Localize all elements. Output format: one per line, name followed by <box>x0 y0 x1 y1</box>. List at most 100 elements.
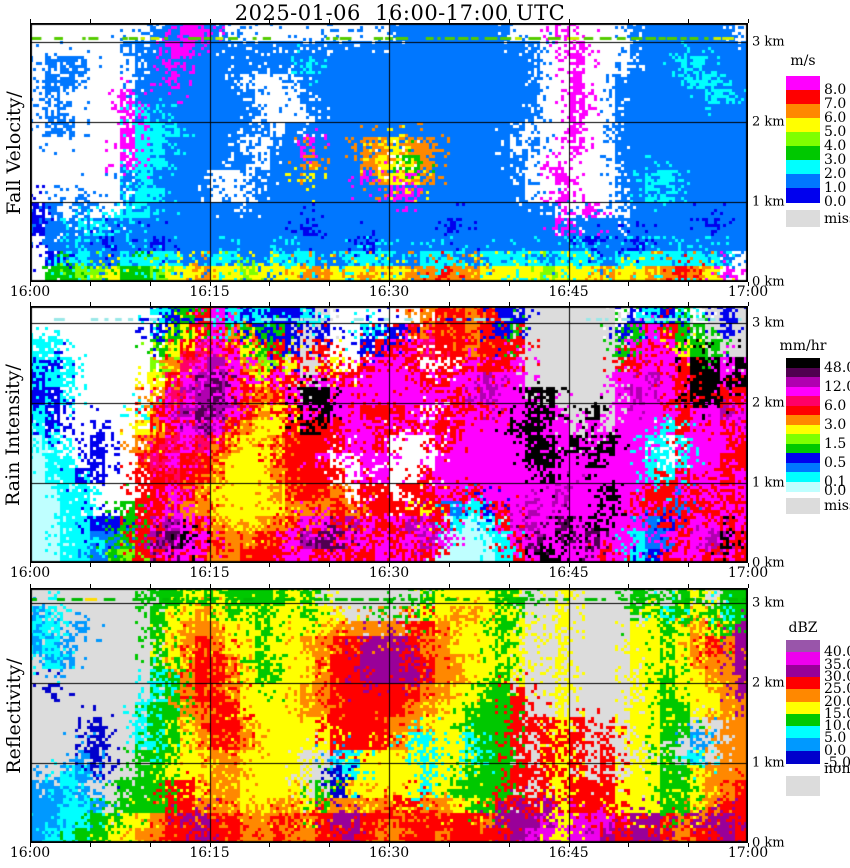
legend-swatch <box>786 652 820 666</box>
legend-label: 1.0 <box>824 180 847 196</box>
legend-swatch <box>786 640 820 653</box>
axis-tick <box>209 563 211 567</box>
legend-swatch <box>786 713 820 727</box>
axis-tick <box>329 563 331 567</box>
axis-tick <box>269 282 271 286</box>
km-label: 1 km <box>752 475 785 491</box>
x-tick-label: 16:30 <box>368 845 410 861</box>
axis-tick <box>688 584 690 588</box>
axis-tick <box>209 19 211 23</box>
x-tick-label: 17:00 <box>727 284 769 300</box>
x-tick-label: 16:00 <box>9 565 51 581</box>
axis-tick <box>89 843 91 847</box>
legend-swatch <box>786 146 820 161</box>
x-tick-label: 16:45 <box>548 845 589 861</box>
x-tick-label: 16:15 <box>189 565 230 581</box>
legend-missing-swatch <box>786 776 820 796</box>
legend-swatch <box>786 118 820 133</box>
axis-tick <box>30 563 31 567</box>
x-tick-label: 16:15 <box>189 845 230 861</box>
axis-tick <box>269 584 271 588</box>
legend-label: 35.0 <box>824 656 850 673</box>
axis-tick <box>389 843 390 847</box>
axis-tick <box>448 282 450 286</box>
legend-swatch <box>786 676 820 690</box>
legend-missing-swatch <box>786 498 820 514</box>
km-label: 0 km <box>752 274 785 290</box>
y-axis-title-rain-intensity: Rain Intensity/ <box>2 364 24 506</box>
legend-label: 0.1 <box>824 473 847 490</box>
legend-swatch <box>786 738 820 752</box>
axis-tick <box>508 584 510 588</box>
legend-swatch <box>786 90 820 105</box>
legend-missing-swatch <box>786 210 820 227</box>
axis-tick <box>89 282 91 286</box>
x-tick-label: 16:15 <box>189 284 230 300</box>
km-label: 2 km <box>752 395 785 411</box>
y-axis-title-fall-velocity: Fall Velocity/ <box>3 91 25 215</box>
axis-tick <box>448 19 450 23</box>
legend-missing-label: miss <box>824 498 850 514</box>
axis-tick <box>329 282 331 286</box>
axis-tick <box>688 282 690 286</box>
legend-swatch <box>786 701 820 715</box>
legend-swatch <box>786 750 820 764</box>
legend-swatch <box>786 188 820 203</box>
axis-tick <box>748 843 749 847</box>
axis-tick <box>89 19 91 23</box>
legend-swatch <box>786 664 820 678</box>
x-tick-label: 16:30 <box>368 565 410 581</box>
axis-tick <box>448 843 450 847</box>
legend-label: 20.0 <box>824 693 850 710</box>
legend-label: 0.0 <box>824 194 847 210</box>
legend-label: 6.0 <box>824 397 847 414</box>
legend-swatch <box>786 434 820 445</box>
legend-label: 30.0 <box>824 668 850 685</box>
legend-title: dBZ <box>788 620 818 636</box>
legend-swatch <box>786 386 820 397</box>
legend-label: 0.0 <box>824 742 847 759</box>
legend-swatch <box>786 367 820 378</box>
legend-swatch <box>786 174 820 189</box>
legend-missing-label: none <box>824 761 850 777</box>
axis-tick <box>568 584 570 588</box>
x-tick-label: 16:45 <box>548 565 589 581</box>
axis-tick <box>149 282 151 286</box>
legend-swatch <box>786 415 820 426</box>
legend-swatch <box>786 424 820 435</box>
legend-label: -5.0 <box>824 755 850 771</box>
axis-tick <box>508 302 510 306</box>
axis-tick <box>448 563 450 567</box>
axis-tick <box>149 19 151 23</box>
axis-tick <box>508 282 510 286</box>
axis-tick <box>149 584 151 588</box>
axis-tick <box>508 843 510 847</box>
axis-tick <box>269 563 271 567</box>
km-label: 1 km <box>752 194 785 210</box>
legend-label: 0.0 <box>824 483 847 499</box>
axis-tick <box>508 19 510 23</box>
axis-tick <box>269 19 271 23</box>
rain-intensity-heatmap <box>30 306 748 563</box>
axis-tick <box>209 302 211 306</box>
axis-tick <box>628 584 630 588</box>
km-label: 0 km <box>752 555 785 571</box>
axis-tick <box>209 282 211 286</box>
x-tick-label: 17:00 <box>727 565 769 581</box>
axis-tick <box>89 302 91 306</box>
axis-tick <box>389 302 390 306</box>
legend-label: 2.0 <box>824 166 847 182</box>
km-label: 0 km <box>752 835 785 851</box>
axis-tick <box>149 302 151 306</box>
x-tick-label: 16:45 <box>548 284 589 300</box>
axis-tick <box>628 302 630 306</box>
axis-tick <box>89 563 91 567</box>
axis-tick <box>508 563 510 567</box>
legend-swatch <box>786 76 820 91</box>
x-tick-label: 16:00 <box>9 284 51 300</box>
axis-tick <box>389 584 390 588</box>
axis-tick <box>688 302 690 306</box>
axis-tick <box>30 584 31 588</box>
legend-label: 10.0 <box>824 718 850 735</box>
legend-swatch <box>786 132 820 147</box>
